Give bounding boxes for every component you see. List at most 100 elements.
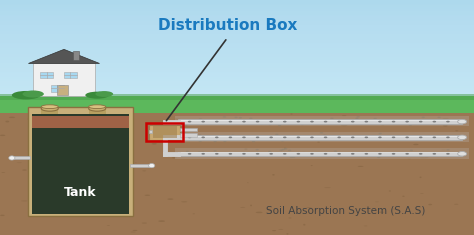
Circle shape <box>438 117 441 118</box>
Circle shape <box>201 151 204 153</box>
Ellipse shape <box>149 164 155 168</box>
Circle shape <box>213 141 217 142</box>
Circle shape <box>421 152 425 153</box>
Circle shape <box>451 138 454 139</box>
Ellipse shape <box>152 143 157 145</box>
Ellipse shape <box>402 196 405 197</box>
Ellipse shape <box>23 90 44 98</box>
Ellipse shape <box>272 174 275 176</box>
Circle shape <box>393 121 397 122</box>
Circle shape <box>421 117 425 118</box>
Circle shape <box>381 137 384 138</box>
Ellipse shape <box>278 229 283 230</box>
Circle shape <box>268 151 272 153</box>
Circle shape <box>184 124 188 126</box>
Circle shape <box>215 121 219 122</box>
Ellipse shape <box>181 201 187 202</box>
Circle shape <box>208 139 211 140</box>
Circle shape <box>256 121 259 122</box>
Circle shape <box>255 156 258 157</box>
Ellipse shape <box>21 200 27 201</box>
Circle shape <box>290 156 293 158</box>
Circle shape <box>361 152 364 153</box>
Circle shape <box>281 140 284 142</box>
Circle shape <box>446 137 450 138</box>
Text: Tank: Tank <box>64 186 97 199</box>
Circle shape <box>222 153 225 154</box>
Circle shape <box>392 120 395 122</box>
Circle shape <box>333 154 336 156</box>
Circle shape <box>228 153 232 155</box>
Text: Distribution Box: Distribution Box <box>158 18 297 33</box>
Circle shape <box>378 137 382 138</box>
Circle shape <box>188 153 191 155</box>
FancyBboxPatch shape <box>32 116 129 128</box>
Ellipse shape <box>442 118 449 119</box>
Circle shape <box>368 153 371 154</box>
Polygon shape <box>28 49 100 63</box>
Circle shape <box>188 121 191 122</box>
Bar <box>180 128 197 131</box>
Circle shape <box>354 120 357 121</box>
Circle shape <box>419 153 422 155</box>
Circle shape <box>324 121 328 122</box>
Ellipse shape <box>306 207 312 208</box>
Circle shape <box>330 118 334 119</box>
Circle shape <box>215 153 219 155</box>
Circle shape <box>283 137 287 138</box>
Circle shape <box>377 157 380 158</box>
Circle shape <box>242 137 246 138</box>
Circle shape <box>405 137 409 138</box>
Circle shape <box>410 150 413 151</box>
Circle shape <box>259 153 263 154</box>
Ellipse shape <box>158 220 165 222</box>
FancyBboxPatch shape <box>33 63 95 96</box>
Ellipse shape <box>409 123 413 124</box>
Bar <box>180 133 197 137</box>
Circle shape <box>269 137 273 138</box>
Ellipse shape <box>342 115 346 116</box>
Circle shape <box>256 137 259 138</box>
Circle shape <box>249 118 253 119</box>
Ellipse shape <box>95 91 113 97</box>
Circle shape <box>448 119 452 121</box>
FancyBboxPatch shape <box>149 125 180 140</box>
Circle shape <box>198 151 201 153</box>
Polygon shape <box>0 0 474 113</box>
Ellipse shape <box>454 204 458 205</box>
Circle shape <box>337 121 341 122</box>
Ellipse shape <box>284 148 286 149</box>
Circle shape <box>404 139 407 141</box>
Circle shape <box>312 153 315 154</box>
Circle shape <box>324 137 328 138</box>
Ellipse shape <box>457 119 466 124</box>
Circle shape <box>310 153 314 155</box>
Circle shape <box>293 122 296 124</box>
FancyBboxPatch shape <box>178 120 462 121</box>
Circle shape <box>392 137 395 138</box>
Circle shape <box>215 137 219 138</box>
Circle shape <box>228 137 232 138</box>
Ellipse shape <box>272 230 276 231</box>
Bar <box>149 130 152 133</box>
Circle shape <box>198 134 201 136</box>
Ellipse shape <box>311 165 313 166</box>
Ellipse shape <box>122 205 129 206</box>
Ellipse shape <box>89 106 106 111</box>
Ellipse shape <box>133 230 137 231</box>
Circle shape <box>405 153 409 155</box>
Bar <box>40 72 53 78</box>
Ellipse shape <box>119 154 125 155</box>
Circle shape <box>453 121 456 123</box>
FancyBboxPatch shape <box>175 132 469 142</box>
Circle shape <box>433 137 436 138</box>
Ellipse shape <box>289 217 292 219</box>
Circle shape <box>187 139 191 141</box>
Circle shape <box>337 137 341 138</box>
Circle shape <box>378 121 382 122</box>
Ellipse shape <box>0 135 5 136</box>
Circle shape <box>351 137 355 138</box>
Circle shape <box>201 153 205 155</box>
Circle shape <box>433 121 436 122</box>
Circle shape <box>424 123 428 124</box>
